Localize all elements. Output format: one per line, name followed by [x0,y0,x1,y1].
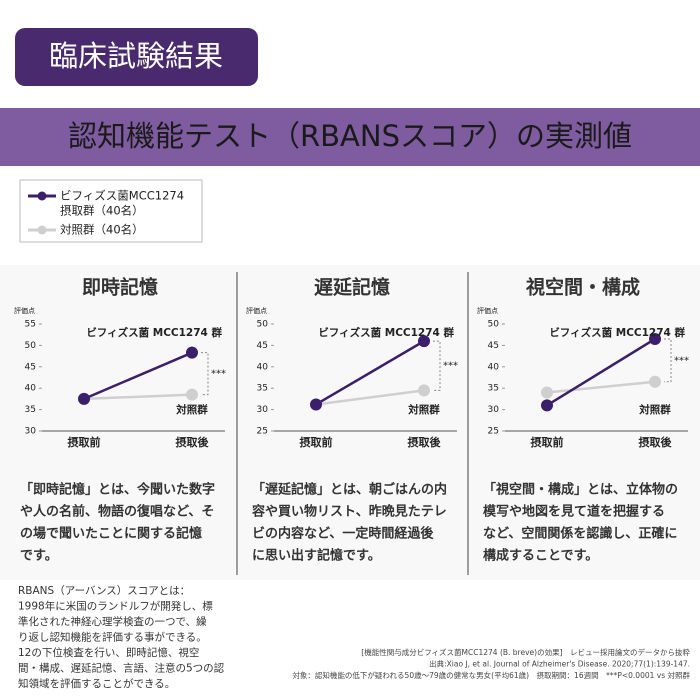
chart-title: 視空間・構成 [525,276,640,299]
series-label: ビフィズス菌 MCC1274 群 [549,326,685,339]
rbans-note: り返し認知機能を評価する事ができる。 [18,631,207,644]
y-axis-label: 評価点 [246,306,267,315]
series-point [418,384,430,397]
chart-title: 即時記憶 [82,276,158,299]
y-tick-label: 50 [25,341,37,351]
rbans-note: 12の下位検査を行い、即時記憶、視空 [18,646,199,659]
description: 「視空間・構成」とは、立体物の [483,482,678,498]
banner: 認知機能テスト（RBANSスコア）の実測値 [68,119,632,153]
series-point [649,332,661,345]
series-point [186,346,198,359]
description: など、空間関係を認識し、正確に [483,526,677,542]
y-tick-label: 35 [488,384,499,394]
y-tick-label: 45 [488,341,499,351]
y-tick-label: 45 [25,362,36,372]
legend-marker [37,191,47,201]
source-note: [機能性関与成分ビフィズス菌MCC1274 (B. breve)の効果] レビュ… [361,647,690,657]
x-tick-label: 摂取後 [176,435,210,449]
x-tick-label: 摂取後 [408,435,442,449]
rbans-note: 準化された神経心理学検査の一つで、繰 [18,615,207,628]
y-tick-label: 30 [257,405,269,415]
y-tick-label: 40 [488,362,500,372]
y-tick-label: 30 [488,405,500,415]
series-point [649,375,661,388]
series-label: 対照群 [407,403,440,416]
significance: *** [443,361,458,372]
y-tick-label: 50 [488,320,500,330]
description: や人の名前、物語の復唱など、そ [20,504,214,520]
y-tick-label: 45 [257,341,268,351]
significance: *** [211,369,226,380]
series-line [83,393,193,401]
source-note: 出典:Xiao J, et al. Journal of Alzheimer's… [429,659,690,669]
significance: *** [674,355,689,366]
legend-marker [37,225,47,235]
legend-box [19,179,203,243]
series-line [546,337,656,407]
banner-bg [0,108,700,166]
y-tick-label: 25 [488,427,499,437]
description: 「即時記憶」とは、今聞いた数字 [20,482,215,498]
description: ビの内容など、一定時間経過後 [252,526,434,542]
description: 模写や地図を見て道を把握する [483,504,665,520]
series-point [541,399,553,412]
series-label: ビフィズス菌 MCC1274 群 [86,326,222,339]
y-tick-label: 40 [25,384,37,394]
rbans-note: 間・構成、遅延記憶、言語、注意の5つの認 [18,662,225,675]
y-tick-label: 50 [257,320,269,330]
chart-panel [0,265,700,580]
series-label: 対照群 [638,403,671,416]
x-tick-label: 摂取前 [68,435,101,449]
series-label: 対照群 [175,403,208,416]
x-tick-label: 摂取前 [531,435,564,449]
series-point [418,335,430,348]
description: の場で聞いたことに関する記憶 [20,526,202,542]
y-tick-label: 30 [25,427,37,437]
y-tick-label: 55 [25,320,36,330]
source-note: 対象：認知機能の低下が疑われる50歳～79歳の健常な男女(平均61歳) 摂取期間… [292,670,690,680]
y-axis-label: 評価点 [14,306,35,315]
legend-label: 対照群（40名） [60,223,144,237]
series-point [78,392,90,405]
series-point [541,386,553,399]
rbans-note: 知領域を評価することができる。 [18,677,175,690]
series-line [546,380,656,394]
badge: 臨床試験結果 [49,39,223,73]
x-tick-label: 摂取前 [300,435,333,449]
description: に思い出す記憶です。 [252,548,381,564]
rbans-note: RBANS（アーバンス）スコアとは： [18,585,190,597]
legend-label: ビフィズス菌MCC1274 [60,189,184,203]
chart-title: 遅延記憶 [314,276,390,299]
series-point [310,398,322,411]
badge-bg [15,28,258,86]
y-tick-label: 40 [257,362,269,372]
description: です。 [20,549,58,564]
series-line [315,389,425,406]
legend-label: 摂取群（40名） [60,204,144,218]
series-line [315,340,425,406]
y-tick-label: 35 [257,384,268,394]
bracket [201,352,209,396]
description: 構成することです。 [483,548,598,564]
y-axis-label: 評価点 [477,306,498,315]
y-tick-label: 25 [257,427,268,437]
rbans-note: 1998年に米国のランドルフが開発し、標 [18,600,213,613]
series-point [186,388,198,401]
description: 容や買い物リスト、昨晩見たテレ [251,504,447,520]
series-label: ビフィズス菌 MCC1274 群 [318,326,454,339]
description: 「遅延記憶」とは、朝ごはんの内 [252,482,447,498]
x-tick-label: 摂取後 [639,435,673,449]
series-line [83,351,193,401]
bracket [664,338,672,383]
y-tick-label: 35 [25,405,36,415]
